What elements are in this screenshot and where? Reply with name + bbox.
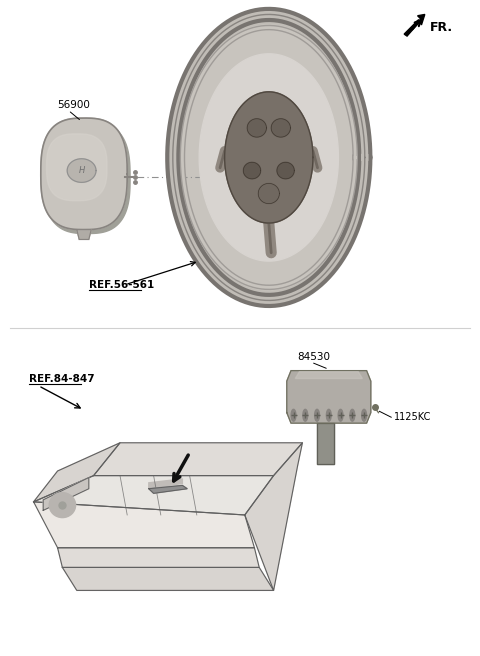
Polygon shape bbox=[58, 548, 259, 567]
Polygon shape bbox=[149, 479, 182, 488]
Polygon shape bbox=[243, 162, 261, 179]
Text: 1125KC: 1125KC bbox=[394, 412, 431, 422]
Polygon shape bbox=[62, 567, 274, 590]
Text: FR.: FR. bbox=[430, 21, 453, 34]
FancyArrowPatch shape bbox=[412, 20, 420, 30]
Ellipse shape bbox=[362, 409, 367, 421]
Polygon shape bbox=[287, 371, 371, 423]
Polygon shape bbox=[404, 14, 425, 36]
Polygon shape bbox=[245, 443, 302, 590]
Text: REF.56-561: REF.56-561 bbox=[89, 280, 154, 290]
Polygon shape bbox=[77, 230, 91, 239]
Polygon shape bbox=[173, 14, 365, 300]
Ellipse shape bbox=[350, 409, 355, 421]
Polygon shape bbox=[41, 118, 127, 230]
Ellipse shape bbox=[291, 409, 296, 421]
Polygon shape bbox=[44, 122, 130, 234]
Polygon shape bbox=[67, 159, 96, 182]
Polygon shape bbox=[149, 485, 187, 493]
Polygon shape bbox=[34, 502, 254, 548]
Text: 84530: 84530 bbox=[298, 352, 331, 362]
Polygon shape bbox=[177, 20, 361, 295]
Polygon shape bbox=[225, 92, 313, 223]
Polygon shape bbox=[43, 478, 89, 510]
Polygon shape bbox=[277, 162, 294, 179]
Text: H: H bbox=[78, 166, 85, 175]
Polygon shape bbox=[295, 372, 362, 379]
Ellipse shape bbox=[49, 493, 76, 518]
Polygon shape bbox=[199, 54, 338, 261]
Ellipse shape bbox=[326, 409, 331, 421]
Text: 56900: 56900 bbox=[58, 100, 90, 110]
Polygon shape bbox=[94, 443, 302, 476]
Text: REF.84-847: REF.84-847 bbox=[29, 374, 95, 384]
Ellipse shape bbox=[303, 409, 308, 421]
Ellipse shape bbox=[315, 409, 320, 421]
Polygon shape bbox=[34, 443, 120, 502]
Polygon shape bbox=[247, 119, 266, 137]
Polygon shape bbox=[271, 119, 290, 137]
Polygon shape bbox=[47, 134, 107, 201]
Polygon shape bbox=[258, 184, 279, 203]
Polygon shape bbox=[34, 476, 274, 515]
Polygon shape bbox=[317, 423, 334, 464]
Ellipse shape bbox=[338, 409, 343, 421]
Polygon shape bbox=[180, 25, 357, 290]
